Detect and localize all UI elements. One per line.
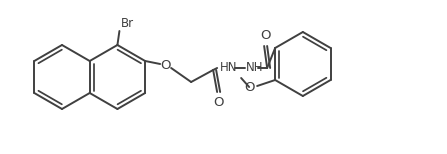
Text: O: O xyxy=(160,59,170,71)
Text: O: O xyxy=(213,96,224,109)
Text: O: O xyxy=(260,29,270,42)
Text: NH: NH xyxy=(246,61,264,73)
Text: Br: Br xyxy=(120,17,134,30)
Text: HN: HN xyxy=(220,61,238,73)
Text: O: O xyxy=(245,81,255,93)
